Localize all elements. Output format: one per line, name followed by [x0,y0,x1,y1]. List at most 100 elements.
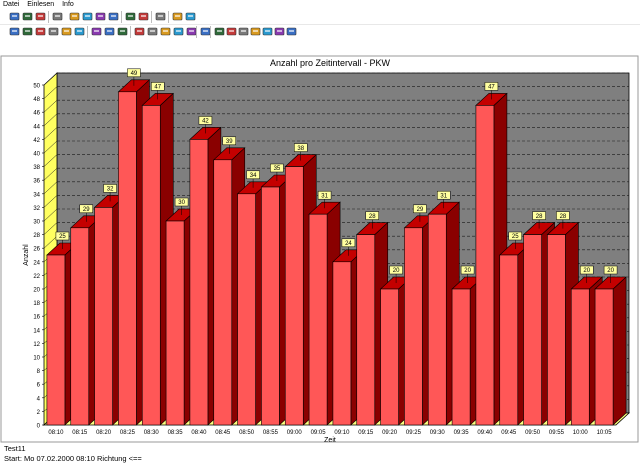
footer-start-info: Start: Mo 07.02.2000 08:10 Richtung <== [4,454,142,463]
bar-front [404,227,423,426]
data-label-box [413,204,427,214]
data-label-box [222,136,236,146]
chart-a-icon[interactable] [134,26,145,37]
y-tick-label: 48 [33,97,40,103]
bar-front [356,234,376,426]
data-label-box [508,231,522,241]
data-label-box [270,163,284,173]
bar-front [332,261,352,426]
bar-front [594,288,614,426]
stop-icon[interactable] [138,11,149,22]
bar-chart-icon[interactable] [95,11,106,22]
y-tick-label: 22 [33,274,40,280]
gridline-wall [43,181,58,194]
data-label-box [79,204,93,214]
bar-front [70,227,90,426]
data-label: 42 [202,119,209,125]
car-red3-icon[interactable] [35,26,46,37]
open-icon[interactable] [9,11,20,22]
cursor-icon[interactable] [274,26,285,37]
y-tick-label: 2 [37,410,41,416]
car-red-icon[interactable] [9,26,20,37]
data-label: 38 [297,146,304,152]
y-tick-label: 6 [37,383,41,389]
toolbar-separator [151,11,152,23]
gridline-wall [43,168,58,181]
bike-icon[interactable] [74,26,85,37]
data-label-box [198,116,213,125]
chart-b-icon[interactable] [147,26,158,37]
x-tick-label: 08:25 [120,430,136,436]
status-footer: Test11 Start: Mo 07.02.2000 08:10 Richtu… [4,444,142,464]
y-tick-label: 0 [37,424,41,430]
toolbar-separator [210,26,211,38]
cursor-gray-icon[interactable] [214,26,225,37]
print-icon[interactable] [155,11,166,22]
x-tick-label: 09:30 [430,430,446,436]
truck-red2-icon[interactable] [104,26,115,37]
data-label: 49 [131,71,138,77]
cursor-select-icon[interactable] [286,26,297,37]
data-label: 39 [226,139,233,145]
data-label-box [127,68,141,78]
bar-front [451,288,471,426]
play-icon[interactable] [262,26,273,37]
bar-front [141,105,161,426]
gridline-wall [43,140,58,154]
bar-chart: Anzahl pro Zeitintervall - PKW0246810121… [0,55,639,444]
filter-icon[interactable] [52,11,63,22]
x-tick-label: 08:20 [96,430,112,436]
data-label: 31 [440,193,447,199]
menu-datei[interactable]: Datei [3,1,20,8]
x-tick-label: 08:15 [72,430,88,436]
bar [594,276,627,426]
footer-title: Test11 [4,444,26,453]
save-as-icon[interactable] [35,11,46,22]
chart-e-icon[interactable] [186,26,197,37]
chart-d-icon[interactable] [173,26,184,37]
x-tick-label: 10:05 [597,430,613,436]
x-tick-label: 09:45 [501,430,517,436]
toolbar-separator [130,26,131,38]
y-tick-label: 30 [33,220,40,226]
y-tick-label: 50 [33,84,40,90]
bar-front [261,186,280,426]
data-label: 25 [512,234,519,240]
menu-info[interactable]: Info [62,1,74,8]
menu-einlesen[interactable]: Einlesen [27,1,55,8]
x-tick-label: 09:15 [358,430,374,436]
nav-right-icon[interactable] [250,26,261,37]
save-icon[interactable] [22,11,33,22]
tools-icon[interactable] [108,11,119,22]
bus-icon[interactable] [61,26,72,37]
truck-icon[interactable] [48,26,59,37]
bar-front [237,193,256,426]
menu-bar: Datei Einlesen Info [0,0,640,9]
gridline-wall [43,154,58,167]
data-label-box [294,143,308,152]
cursor-gray2-icon[interactable] [226,26,237,37]
clock-icon[interactable] [125,11,136,22]
copy-icon[interactable] [69,11,80,22]
nav-left-icon[interactable] [238,26,249,37]
globe-icon[interactable] [185,11,196,22]
data-label-box [151,82,165,91]
trailer-icon[interactable] [117,26,128,37]
folder-icon[interactable] [82,11,93,22]
toolbar-separator [87,26,88,38]
chart-title: Anzahl pro Zeitintervall - PKW [270,58,391,68]
y-tick-label: 36 [33,179,40,185]
chart-c-icon[interactable] [160,26,171,37]
y-tick-label: 10 [33,356,40,362]
info-icon[interactable] [172,11,183,22]
truck-red-icon[interactable] [91,26,102,37]
y-tick-label: 26 [33,247,40,253]
car-red2-icon[interactable] [22,26,33,37]
data-label-box [437,190,451,200]
bar-front [284,166,304,426]
gridline-wall [43,222,58,235]
toolbar-separator [121,11,122,23]
toolbar-separator [48,11,49,23]
bar-front [499,254,519,426]
y-tick-label: 16 [33,315,40,321]
